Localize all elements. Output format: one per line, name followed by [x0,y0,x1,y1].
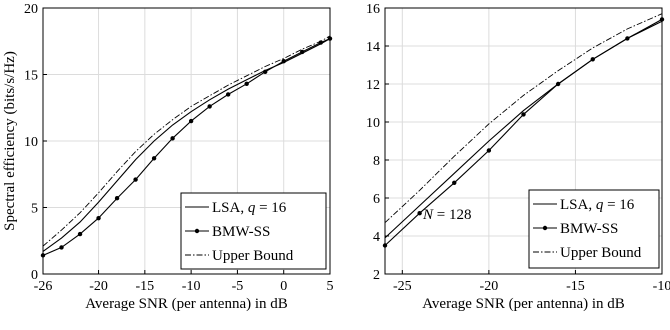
x-axis-label: Average SNR (per antenna) in dB [422,296,625,312]
x-tick-label: -15 [136,279,155,294]
y-tick-label: 12 [366,78,380,93]
n-annotation: N = 128 [422,207,471,223]
legend-label-0: LSA, q = 16 [560,197,635,213]
series-marker [207,104,212,109]
legend-label-0: LSA, q = 16 [212,200,287,216]
x-tick-label: -20 [480,279,499,294]
series-line-0 [42,38,331,252]
legend-label-1: BMW-SS [560,221,618,237]
series-marker [114,195,120,201]
series-marker [417,211,422,216]
series-marker [244,81,249,87]
series-marker [555,81,561,87]
x-tick-label: 5 [327,279,334,294]
y-tick-label: 20 [24,2,38,17]
y-tick-label: 6 [373,192,380,207]
legend-label-1: BMW-SS [212,224,270,240]
x-axis-label: Average SNR (per antenna) in dB [85,296,288,312]
x-tick-label: -20 [89,279,108,294]
x-tick-label: 0 [280,279,287,294]
series-marker [170,136,175,141]
series-marker [77,231,83,237]
legend: LSA, q = 16 BMW-SS Upper Bound [528,189,660,269]
legend-marker [542,225,548,231]
series-marker [262,69,268,75]
y-tick-label: 10 [24,135,38,150]
x-tick-label: -10 [653,279,670,294]
legend-box [528,189,660,269]
y-tick-label: 5 [31,202,38,217]
series-marker [96,215,101,221]
y-tick-label: 8 [373,154,380,169]
x-tick-label: -10 [182,279,201,294]
y-tick-label: 4 [373,230,380,245]
series-marker [188,118,194,124]
series-marker [452,180,457,185]
series-marker [151,156,157,161]
series-marker [521,112,526,117]
x-tick-label: -25 [393,279,412,294]
series-line-2 [384,13,663,224]
legend-marker [194,228,200,234]
chart-n64: -26 -20 -15 -10 -5 0 5 0 5 10 15 20 Average SNR (per… [2,2,334,312]
legend: LSA, q = 16 BMW-SS Upper Bound [180,192,327,270]
series-marker [225,92,231,97]
legend-label-2: Upper Bound [560,245,642,261]
series-line-2 [42,35,331,247]
y-tick-label: 0 [31,268,38,283]
y-tick-label: 14 [366,40,380,55]
series-marker [486,148,492,153]
y-tick-label: 16 [366,2,380,17]
x-tick-label: -5 [232,279,244,294]
series-marker [59,245,64,250]
chart-n128: -25 -20 -15 -10 2 4 6 8 10 12 14 16 Average SNR (per… [366,2,670,312]
y-tick-label: 10 [366,116,380,131]
series-marker [625,36,630,41]
series-marker [300,49,305,55]
series-marker [133,177,138,182]
legend-label-2: Upper Bound [212,248,294,264]
y-tick-label: 15 [24,69,38,84]
x-tick-label: -26 [34,279,53,294]
series-marker [281,59,286,64]
series-marker [590,57,595,62]
axes-box [384,7,663,275]
y-tick-label: 2 [373,268,380,283]
y-axis-label: Spectral efficiency (bits/s/Hz) [2,51,18,231]
x-tick-label: -15 [566,279,585,294]
